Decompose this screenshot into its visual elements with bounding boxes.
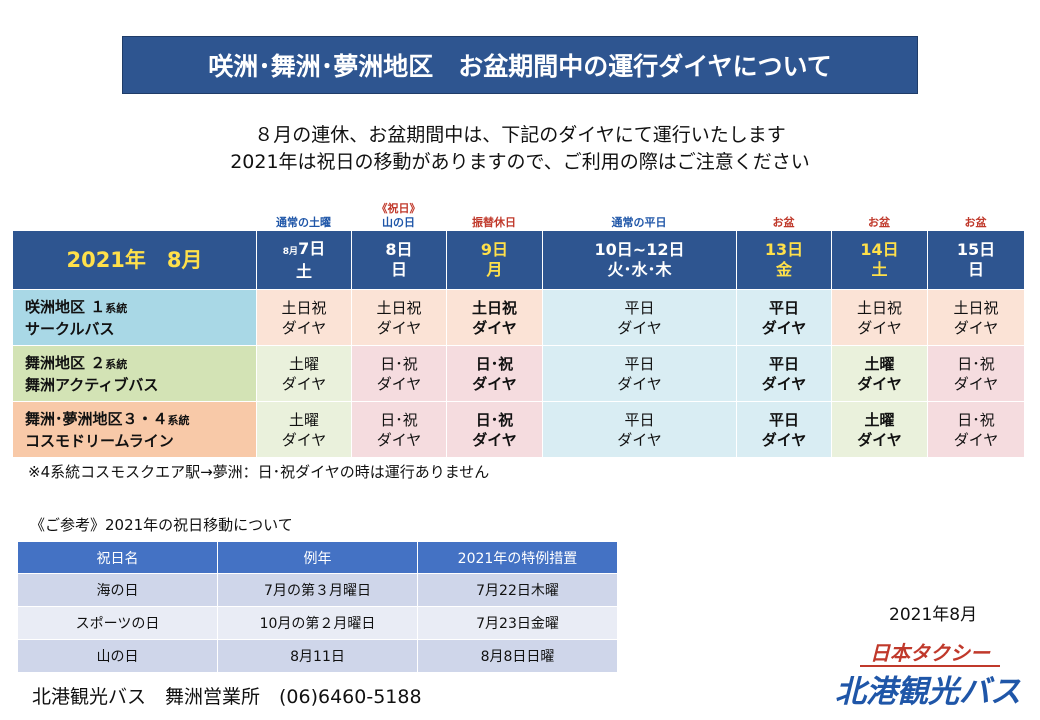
schedule-cell: 土曜 ダイヤ (256, 345, 352, 402)
holiday-reference-table: 祝日名 例年 2021年の特例措置 海の日 7月の第３月曜日 7月22日木曜 ス… (17, 541, 618, 673)
table-row: 咲洲地区 １系統 サークルバス 土日祝 ダイヤ 土日祝 ダイヤ 土日祝 ダイヤ 平日 ダイ… (12, 289, 1025, 346)
date-column-header: 8日日 (351, 230, 447, 290)
reference-cell: 7月22日木曜 (417, 573, 618, 607)
route-label: 舞洲地区 ２系統 舞洲アクティブバス (12, 345, 257, 402)
year-month: 2021年 8月 (12, 230, 257, 290)
date-column-header: 13日金 (736, 230, 832, 290)
table-row: 山の日 8月11日 8月8日日曜 (17, 639, 618, 673)
reference-header: 2021年の特例措置 (417, 541, 618, 574)
schedule-cell: 土曜 ダイヤ (831, 401, 928, 458)
reference-cell: 10月の第２月曜日 (217, 606, 418, 640)
route-label: 舞洲･夢洲地区３・４系統 コスモドリームライン (12, 401, 257, 458)
schedule-cell: 土日祝 ダイヤ (831, 289, 928, 346)
table-row: 海の日 7月の第３月曜日 7月22日木曜 (17, 573, 618, 607)
column-note: 通常の平日 (611, 216, 667, 229)
reference-cell: 7月の第３月曜日 (217, 573, 418, 607)
svg-text:日本タクシー: 日本タクシー (870, 641, 991, 665)
column-note: 《祝日》 山の日 (376, 202, 421, 229)
service-note: ※4系統コスモスクエア駅→夢洲：日･祝ダイヤの時は運行ありません (28, 463, 490, 481)
schedule-cell: 日･祝 ダイヤ (351, 401, 447, 458)
reference-cell: 海の日 (17, 573, 218, 607)
company-logo: 日本タクシー 北港観光バス (830, 634, 1026, 714)
schedule-cell: 平日 ダイヤ (542, 289, 737, 346)
logo-graphic: 日本タクシー 北港観光バス (835, 641, 1021, 710)
schedule-cell: 日･祝 ダイヤ (351, 345, 447, 402)
schedule-cell: 平日 ダイヤ (736, 289, 832, 346)
date-column-header: 8月7日土 (256, 230, 352, 290)
reference-title: 《ご参考》2021年の祝日移動について (30, 516, 293, 534)
reference-header: 祝日名 (17, 541, 218, 574)
column-note: お盆 (868, 216, 890, 229)
reference-header: 例年 (217, 541, 418, 574)
schedule-cell: 土曜 ダイヤ (256, 401, 352, 458)
reference-cell: スポーツの日 (17, 606, 218, 640)
schedule-cell: 土日祝 ダイヤ (927, 289, 1025, 346)
schedule-cell: 平日 ダイヤ (736, 345, 832, 402)
schedule-cell: 日･祝 ダイヤ (446, 401, 543, 458)
table-row: 舞洲･夢洲地区３・４系統 コスモドリームライン 土曜 ダイヤ 日･祝 ダイヤ 日･祝ダ… (12, 401, 1025, 458)
reference-cell: 8月8日日曜 (417, 639, 618, 673)
column-note: お盆 (772, 216, 795, 229)
schedule-cell: 平日 ダイヤ (736, 401, 832, 458)
schedule-cell: 日･祝 ダイヤ (446, 345, 543, 402)
schedule-cell: 日･祝 ダイヤ (927, 401, 1025, 458)
reference-cell: 8月11日 (217, 639, 418, 673)
svg-text:北港観光バス: 北港観光バス (835, 674, 1021, 710)
schedule-cell: 土曜 ダイヤ (831, 345, 928, 402)
schedule-cell: 平日 ダイヤ (542, 401, 737, 458)
issue-date: 2021年8月 (889, 605, 978, 625)
reference-cell: 山の日 (17, 639, 218, 673)
reference-header-row: 祝日名 例年 2021年の特例措置 (17, 541, 618, 574)
column-note: 振替休日 (472, 216, 516, 229)
schedule-cell: 土日祝 ダイヤ (351, 289, 447, 346)
schedule-cell: 日･祝 ダイヤ (927, 345, 1025, 402)
schedule-cell: 土日祝 ダイヤ (256, 289, 352, 346)
page-title: 咲洲･舞洲･夢洲地区 お盆期間中の運行ダイヤについて (122, 36, 918, 94)
column-note: お盆 (964, 216, 987, 229)
date-column-header: 14日土 (831, 230, 928, 290)
intro-line-2: 2021年は祝日の移動がありますので、ご利用の際はご注意ください (230, 151, 810, 173)
column-note: 通常の土曜 (276, 216, 331, 229)
schedule-cell: 土日祝 ダイヤ (446, 289, 543, 346)
schedule-header-row: 2021年 8月 8月7日土 8日日 9日月 10日~12日 火･水･木 13日金… (12, 230, 1025, 290)
table-row: 舞洲地区 ２系統 舞洲アクティブバス 土曜 ダイヤ 日･祝 ダイヤ 日･祝 ダイヤ 平日… (12, 345, 1025, 402)
reference-cell: 7月23日金曜 (417, 606, 618, 640)
date-column-header: 15日日 (927, 230, 1025, 290)
date-column-header: 10日~12日 火･水･木 (542, 230, 737, 290)
intro-line-1: ８月の連休、お盆期間中は、下記のダイヤにて運行いたします (254, 124, 786, 146)
table-row: スポーツの日 10月の第２月曜日 7月23日金曜 (17, 606, 618, 640)
schedule-table: 2021年 8月 8月7日土 8日日 9日月 10日~12日 火･水･木 13日金… (12, 230, 1025, 458)
route-label: 咲洲地区 １系統 サークルバス (12, 289, 257, 346)
office-contact: 北港観光バス 舞洲営業所 (06)6460-5188 (32, 686, 422, 708)
date-column-header: 9日月 (446, 230, 543, 290)
schedule-cell: 平日 ダイヤ (542, 345, 737, 402)
